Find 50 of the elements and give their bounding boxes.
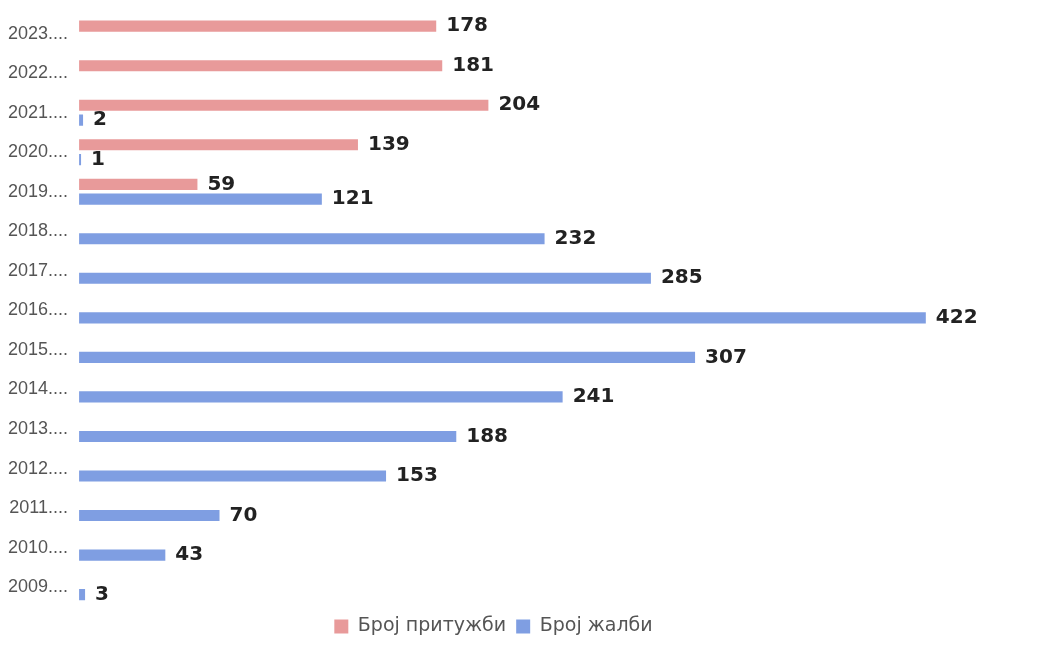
bar <box>79 549 166 561</box>
bar <box>79 351 696 363</box>
data-label: 43 <box>175 541 204 566</box>
data-label: 59 <box>207 170 236 195</box>
data-label: 70 <box>229 501 258 526</box>
y-tick-label: 2011.... <box>9 497 69 518</box>
bar <box>79 509 220 522</box>
data-label: 139 <box>367 131 410 155</box>
legend-label: Број притужби <box>357 613 507 636</box>
data-label: 307 <box>705 343 747 368</box>
data-label: 204 <box>498 91 541 116</box>
y-tick-label: 2015.... <box>8 338 69 359</box>
y-tick-label: 2021.... <box>8 101 69 122</box>
data-label: 178 <box>446 12 488 37</box>
y-tick-label: 2009.... <box>8 576 69 597</box>
y-tick-label: 2012.... <box>8 457 69 478</box>
bar <box>79 430 457 443</box>
data-label: 121 <box>331 185 374 210</box>
bar <box>79 391 563 403</box>
y-tick-label: 2018.... <box>8 220 69 241</box>
y-tick-label: 2019.... <box>8 180 69 201</box>
data-label: 2 <box>93 106 107 131</box>
bar <box>79 60 443 72</box>
y-tick-label: 2013.... <box>8 418 69 439</box>
data-label: 153 <box>396 462 438 487</box>
data-label: 232 <box>554 224 597 249</box>
bar <box>79 99 489 111</box>
y-tick-label: 2022.... <box>8 62 69 83</box>
data-label: 285 <box>660 264 703 289</box>
bar <box>79 272 651 284</box>
data-label: 1 <box>91 145 105 170</box>
data-label: 422 <box>935 304 978 329</box>
bar <box>79 312 926 324</box>
bar <box>79 178 198 190</box>
y-tick-label: 2014.... <box>8 378 69 399</box>
bar <box>79 139 358 151</box>
y-tick-label: 2020.... <box>8 141 69 162</box>
data-label: 188 <box>466 422 509 447</box>
y-tick-label: 2023.... <box>8 22 69 43</box>
data-label: 3 <box>95 580 109 605</box>
bar <box>79 233 545 245</box>
bar <box>79 20 437 32</box>
bar <box>79 193 322 205</box>
y-tick-label: 2016.... <box>8 299 69 320</box>
legend-label: Број жалби <box>539 613 653 636</box>
data-label: 241 <box>572 383 615 408</box>
y-tick-label: 2010.... <box>8 536 69 557</box>
bar <box>79 470 387 482</box>
y-tick-label: 2017.... <box>8 259 69 280</box>
data-label: 181 <box>452 51 494 76</box>
